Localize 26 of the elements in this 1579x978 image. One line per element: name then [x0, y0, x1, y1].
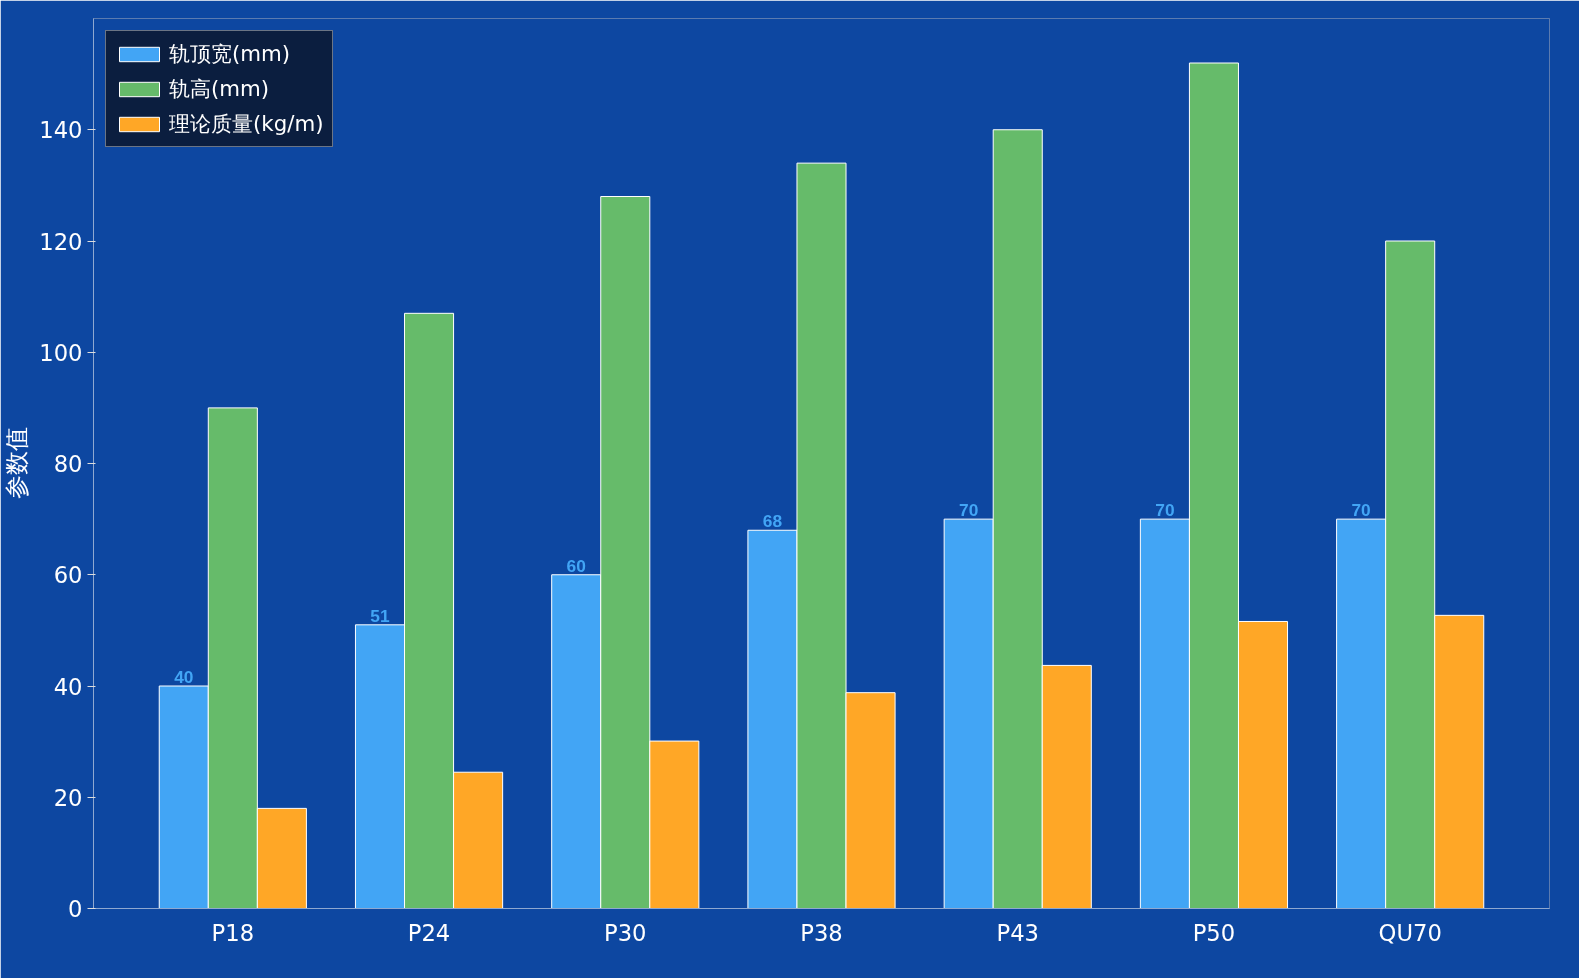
- data-label: 68: [762, 511, 783, 532]
- y-axis-title: 参数值: [3, 427, 32, 500]
- y-tick-label: 20: [53, 784, 83, 811]
- y-tick-label: 80: [53, 451, 83, 477]
- data-label: 70: [1155, 500, 1175, 521]
- data-label: 60: [566, 555, 586, 576]
- data-label: 51: [370, 605, 390, 626]
- y-tick-label: 60: [53, 562, 83, 589]
- legend-label: 理论质量(kg/m): [169, 110, 324, 138]
- x-tick-label: P50: [1192, 919, 1236, 946]
- x-tick-label: P18: [211, 919, 255, 946]
- y-tick-label: 100: [39, 339, 83, 366]
- x-tick-label: P30: [604, 919, 647, 946]
- y-tick-label: 140: [39, 117, 83, 144]
- legend-label: 轨高(mm): [169, 75, 270, 103]
- x-tick-label: P24: [407, 919, 451, 946]
- y-tick-label: 0: [68, 896, 83, 922]
- data-label: 70: [959, 500, 979, 521]
- y-tick-label: 120: [39, 228, 83, 255]
- x-tick-label: P38: [800, 919, 843, 946]
- y-tick-label: 40: [53, 673, 83, 700]
- data-label: 40: [174, 667, 194, 687]
- legend-label: 轨顶宽(mm): [169, 40, 291, 68]
- x-tick-label: QU70: [1378, 919, 1442, 946]
- x-tick-label: P43: [996, 919, 1039, 946]
- data-label: 70: [1351, 500, 1371, 521]
